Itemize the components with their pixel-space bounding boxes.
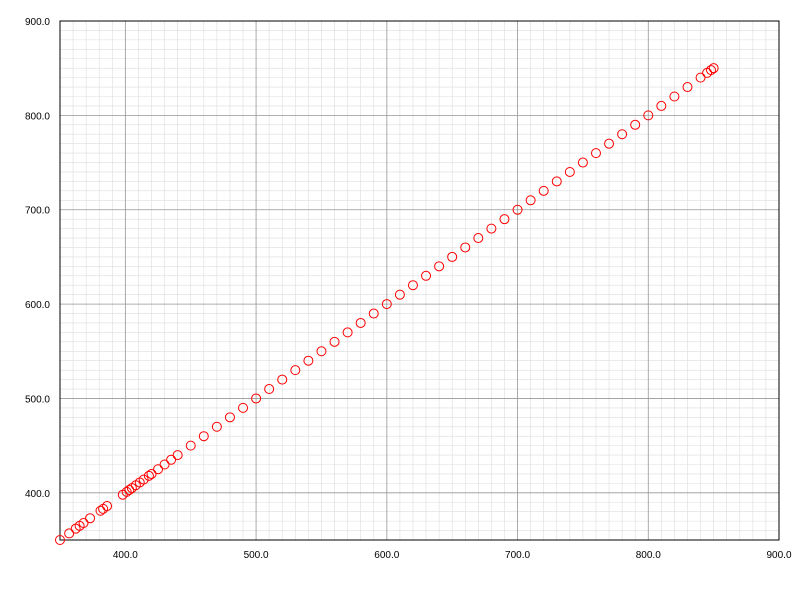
- data-point: [121, 486, 132, 497]
- data-point: [706, 65, 717, 76]
- data-point: [172, 450, 183, 461]
- data-point: [551, 176, 562, 187]
- data-point: [538, 185, 549, 196]
- data-point: [85, 513, 96, 524]
- data-point: [512, 204, 523, 215]
- data-point: [95, 505, 106, 516]
- data-point: [486, 223, 497, 234]
- x-tick-label: 800.0: [636, 550, 661, 561]
- y-tick-label: 700.0: [25, 206, 50, 217]
- data-point: [630, 119, 641, 130]
- y-tick-label: 800.0: [25, 111, 50, 122]
- data-point: [368, 308, 379, 319]
- data-point: [460, 242, 471, 253]
- data-point: [251, 393, 262, 404]
- y-tick-label: 600.0: [25, 300, 50, 311]
- data-point: [198, 431, 209, 442]
- data-point: [525, 195, 536, 206]
- data-point: [303, 355, 314, 366]
- data-point: [708, 63, 719, 74]
- data-point: [617, 129, 628, 140]
- plot-area-frame: [59, 20, 780, 541]
- y-tick-label: 400.0: [25, 489, 50, 500]
- data-point: [138, 474, 149, 485]
- data-point: [211, 421, 222, 432]
- y-axis-tick-labels: 400.0 500.0 600.0 700.0 800.0 900.0: [25, 17, 50, 500]
- data-point: [564, 166, 575, 177]
- data-point: [473, 233, 484, 244]
- data-point: [55, 535, 65, 545]
- data-point: [434, 261, 445, 272]
- x-tick-label: 700.0: [505, 550, 530, 561]
- data-point: [577, 157, 588, 168]
- y-tick-label: 500.0: [25, 394, 50, 405]
- x-axis-tick-labels: 400.0 500.0 600.0 700.0 800.0 900.0: [113, 550, 792, 561]
- data-point: [407, 280, 418, 291]
- data-point: [604, 138, 615, 149]
- data-point: [355, 317, 366, 328]
- data-point: [166, 454, 177, 465]
- minor-grid: [59, 20, 780, 541]
- data-point: [159, 459, 170, 470]
- data-point: [277, 374, 288, 385]
- data-point: [421, 270, 432, 281]
- data-point: [394, 289, 405, 300]
- data-point: [78, 518, 89, 529]
- x-tick-label: 400.0: [113, 550, 138, 561]
- data-point: [146, 468, 157, 479]
- data-point: [643, 110, 654, 121]
- data-point: [316, 346, 327, 357]
- data-point: [447, 251, 458, 262]
- data-point: [124, 484, 135, 495]
- data-point: [499, 214, 510, 225]
- data-point: [238, 402, 249, 413]
- data-points: [55, 63, 719, 545]
- data-point: [102, 501, 113, 512]
- x-tick-label: 600.0: [374, 550, 399, 561]
- data-point: [342, 327, 353, 338]
- data-point: [590, 148, 601, 159]
- data-point: [143, 470, 154, 481]
- y-tick-label: 900.0: [25, 17, 50, 28]
- data-point: [669, 91, 680, 102]
- data-point: [656, 100, 667, 111]
- data-point: [695, 72, 706, 83]
- data-point: [153, 464, 164, 475]
- data-point: [381, 299, 392, 310]
- x-tick-label: 900.0: [766, 550, 791, 561]
- data-point: [264, 384, 275, 395]
- data-point: [185, 440, 196, 451]
- data-point: [290, 365, 301, 376]
- data-point: [682, 82, 693, 93]
- data-point: [224, 412, 235, 423]
- x-tick-label: 500.0: [244, 550, 269, 561]
- data-point: [64, 528, 75, 539]
- data-point: [329, 336, 340, 347]
